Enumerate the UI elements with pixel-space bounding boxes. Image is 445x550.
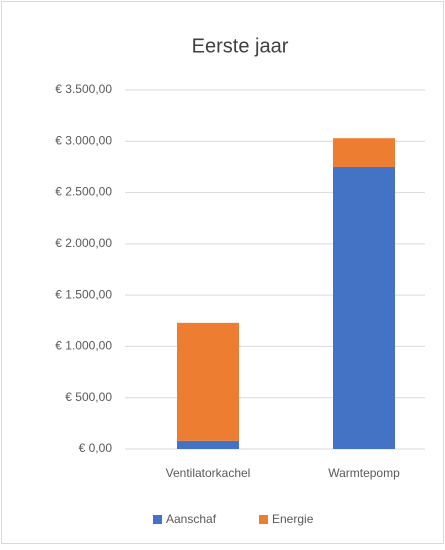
y-tick-label: € 500,00 bbox=[65, 390, 112, 404]
y-tick-label: € 2.000,00 bbox=[55, 236, 112, 250]
y-tick-label: € 3.500,00 bbox=[55, 82, 112, 96]
y-tick-label: € 0,00 bbox=[79, 441, 113, 455]
legend-swatch bbox=[259, 515, 268, 524]
legend-label: Energie bbox=[272, 512, 314, 526]
legend-label: Aanschaf bbox=[166, 512, 217, 526]
chart-title: Eerste jaar bbox=[192, 35, 289, 57]
x-tick-label: Warmtepomp bbox=[328, 466, 400, 480]
bar-segment bbox=[333, 138, 395, 167]
y-tick-label: € 3.000,00 bbox=[55, 133, 112, 147]
y-tick-label: € 1.500,00 bbox=[55, 287, 112, 301]
bar-segment bbox=[177, 322, 239, 441]
y-tick-label: € 2.500,00 bbox=[55, 185, 112, 199]
bar-segment bbox=[177, 440, 239, 449]
bar-segment bbox=[333, 166, 395, 449]
y-tick-label: € 1.000,00 bbox=[55, 339, 112, 353]
x-tick-label: Ventilatorkachel bbox=[166, 466, 251, 480]
legend-swatch bbox=[153, 515, 162, 524]
